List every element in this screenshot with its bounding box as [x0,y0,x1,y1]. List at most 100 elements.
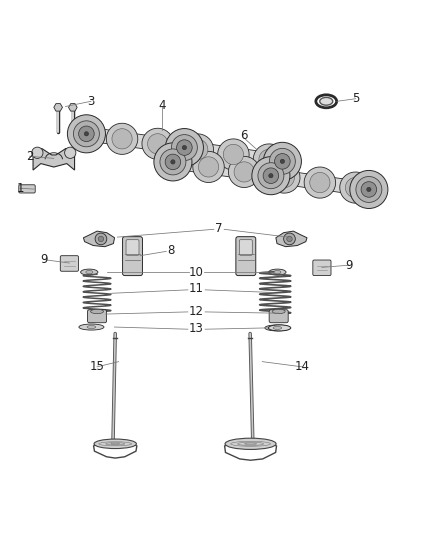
Circle shape [160,149,186,175]
Ellipse shape [253,144,285,175]
Ellipse shape [163,152,183,172]
Circle shape [280,159,285,164]
Ellipse shape [229,156,260,188]
Text: 14: 14 [294,360,310,373]
Circle shape [350,171,388,208]
FancyBboxPatch shape [269,310,288,322]
Text: 5: 5 [352,92,359,105]
Ellipse shape [274,270,281,274]
Circle shape [287,236,292,241]
FancyBboxPatch shape [123,237,142,276]
Ellipse shape [274,167,294,188]
FancyBboxPatch shape [313,260,331,276]
Text: 11: 11 [189,282,204,295]
Ellipse shape [71,118,102,149]
Circle shape [79,126,94,142]
Polygon shape [159,153,383,198]
Ellipse shape [187,139,208,159]
Circle shape [263,168,279,183]
FancyBboxPatch shape [239,240,252,255]
Ellipse shape [259,149,279,169]
Ellipse shape [218,139,249,170]
Ellipse shape [346,177,366,198]
Text: 2: 2 [26,150,33,163]
Circle shape [171,160,175,164]
Ellipse shape [268,325,291,331]
Text: 13: 13 [189,322,204,335]
Circle shape [258,163,284,189]
Ellipse shape [148,134,168,154]
Text: 9: 9 [40,253,48,266]
Ellipse shape [225,438,276,449]
FancyBboxPatch shape [60,256,78,271]
Circle shape [98,236,104,241]
Circle shape [356,176,382,203]
Ellipse shape [86,270,93,274]
Ellipse shape [265,325,290,331]
Ellipse shape [272,309,285,313]
Circle shape [182,146,187,150]
Circle shape [361,182,377,197]
Ellipse shape [310,173,330,193]
Ellipse shape [142,128,173,159]
Text: 7: 7 [215,222,223,235]
Text: 8: 8 [168,244,175,256]
Circle shape [252,157,290,195]
Polygon shape [72,125,297,170]
FancyBboxPatch shape [19,185,35,193]
Ellipse shape [76,124,96,144]
Ellipse shape [106,123,138,155]
Ellipse shape [182,134,213,165]
Ellipse shape [112,128,132,149]
Ellipse shape [193,151,224,182]
Ellipse shape [87,326,96,328]
Ellipse shape [234,162,254,182]
Polygon shape [68,103,77,111]
FancyBboxPatch shape [88,310,106,322]
Ellipse shape [273,326,282,329]
Circle shape [74,121,99,147]
Circle shape [165,154,181,169]
Ellipse shape [94,439,136,449]
Circle shape [284,233,295,245]
Circle shape [269,174,273,178]
Text: 4: 4 [158,99,166,112]
Ellipse shape [157,147,189,177]
Ellipse shape [304,167,336,198]
Ellipse shape [268,162,300,193]
Ellipse shape [81,269,98,275]
Polygon shape [276,231,307,247]
Circle shape [263,142,301,180]
Text: 15: 15 [90,360,105,373]
Ellipse shape [340,172,371,203]
Circle shape [32,147,43,158]
Circle shape [171,135,198,160]
Ellipse shape [223,144,244,165]
Polygon shape [54,103,63,111]
FancyBboxPatch shape [126,240,139,255]
Polygon shape [83,231,115,247]
Text: 1: 1 [16,182,24,195]
Circle shape [65,147,76,158]
Text: 10: 10 [189,265,204,279]
Text: 12: 12 [189,304,204,318]
Circle shape [177,140,192,155]
Ellipse shape [198,157,219,177]
Text: 3: 3 [87,95,95,108]
Text: 6: 6 [240,130,248,142]
Circle shape [67,115,106,153]
Ellipse shape [79,324,104,330]
Circle shape [367,187,371,192]
Polygon shape [33,149,74,170]
Circle shape [269,148,295,174]
Circle shape [275,154,290,169]
FancyBboxPatch shape [236,237,256,276]
Circle shape [166,128,203,167]
Ellipse shape [269,269,286,275]
Text: 9: 9 [345,259,353,272]
Circle shape [95,233,107,245]
Ellipse shape [91,309,103,313]
Circle shape [84,132,88,136]
Ellipse shape [320,98,333,105]
Circle shape [154,143,192,181]
